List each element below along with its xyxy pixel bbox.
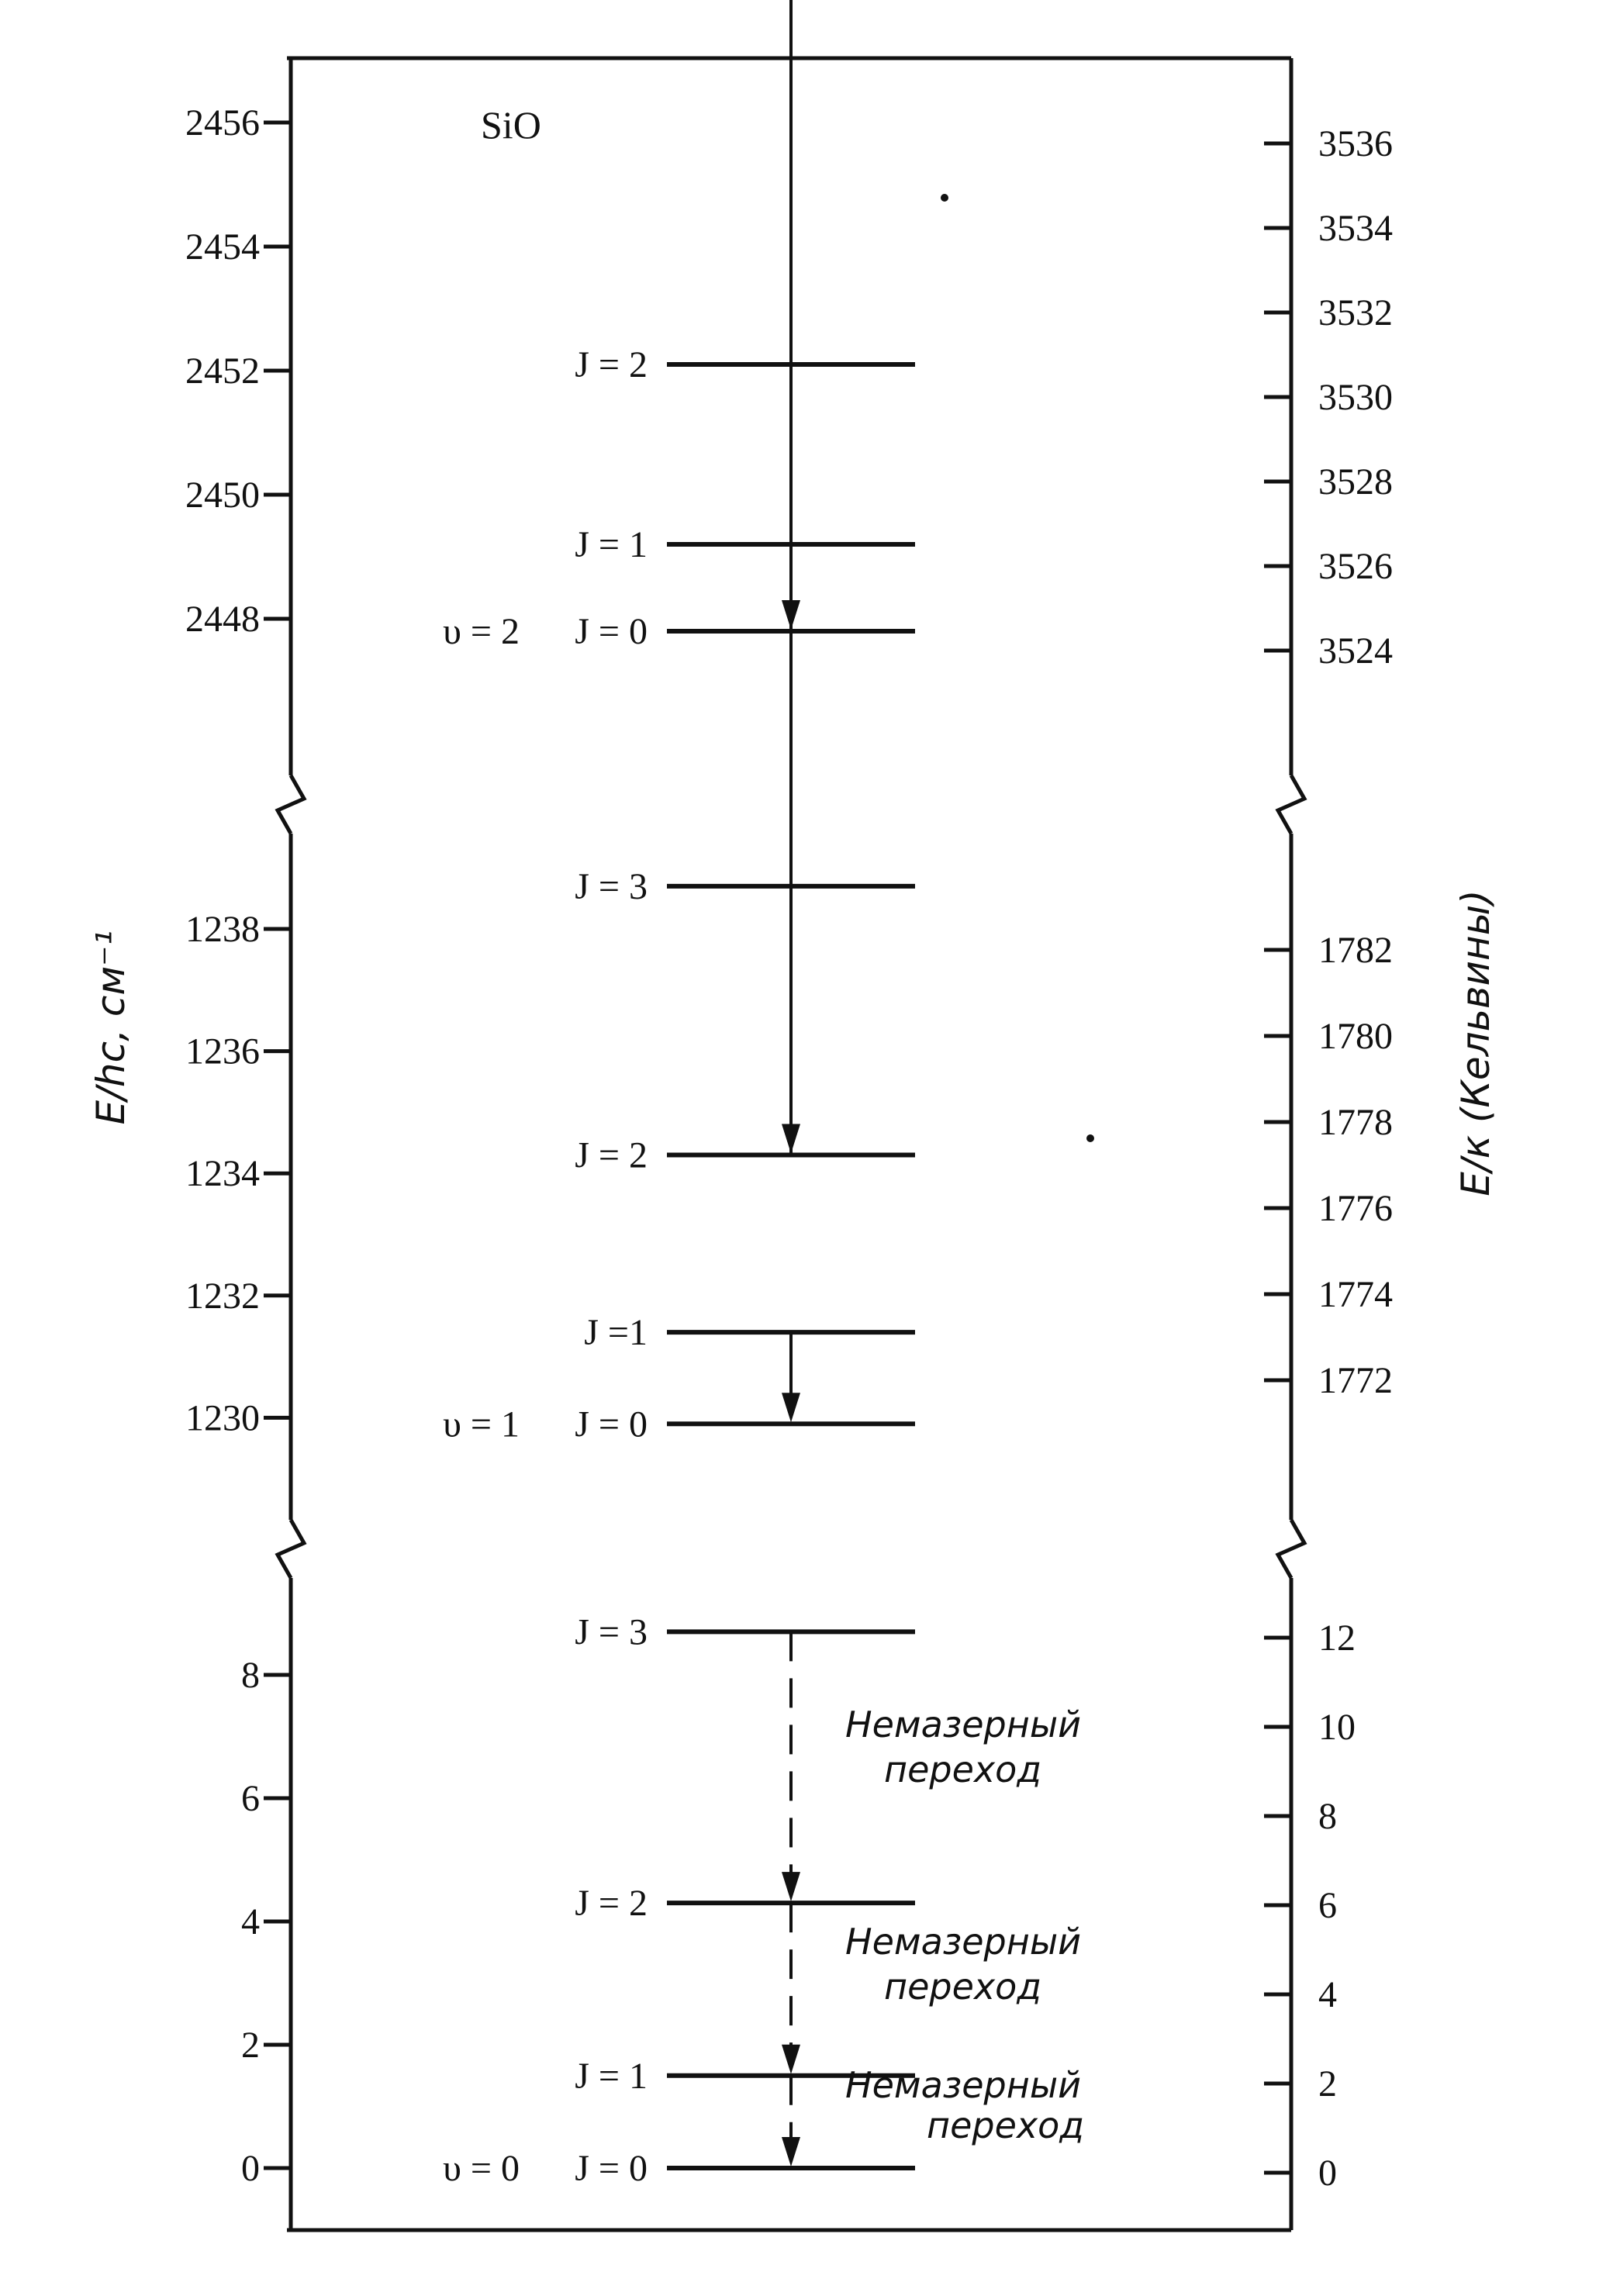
svg-text:переход: переход xyxy=(927,2104,1084,2146)
left-axis xyxy=(275,58,307,2230)
right-tick-label: 1774 xyxy=(1318,1274,1393,1315)
right-tick-label: 3534 xyxy=(1318,208,1393,249)
transition-arrow xyxy=(782,2075,800,2167)
molecule-label: SiO xyxy=(481,103,541,147)
left-tick-label: 2454 xyxy=(185,226,260,268)
right-tick-label: 1772 xyxy=(1318,1360,1393,1401)
right-tick-label: 1780 xyxy=(1318,1016,1393,1057)
energy-level-label: J = 0 xyxy=(575,2148,648,2189)
energy-level-label: J = 1 xyxy=(575,2056,648,2097)
left-tick-label: 2450 xyxy=(185,475,260,516)
right-tick-label: 6 xyxy=(1318,1885,1337,1926)
energy-level-label: J = 0 xyxy=(575,1403,648,1445)
right-tick-label: 3524 xyxy=(1318,630,1393,672)
note-non-maser-3: Немазерный переход xyxy=(845,2064,1084,2146)
energy-level-label: J = 1 xyxy=(575,524,648,565)
left-axis-title: E/hc, см⁻¹ xyxy=(88,930,133,1124)
note-non-maser-2: Немазерный переход xyxy=(845,1921,1081,2008)
right-tick-label: 10 xyxy=(1318,1707,1356,1748)
note-non-maser-1: Немазерный переход xyxy=(845,1704,1081,1790)
energy-level-label: J = 3 xyxy=(575,866,648,907)
vibrational-state-label: υ = 1 xyxy=(443,1403,520,1445)
right-tick-label: 2 xyxy=(1318,2063,1337,2104)
right-tick-label: 1782 xyxy=(1318,930,1393,971)
svg-text:переход: переход xyxy=(884,1749,1041,1790)
left-tick-label: 1236 xyxy=(185,1031,260,1072)
speck-dot xyxy=(1086,1134,1094,1142)
left-tick-label: 2452 xyxy=(185,350,260,392)
svg-text:Немазерный: Немазерный xyxy=(845,2064,1081,2106)
right-axis-title: E/к (Кельвины) xyxy=(1453,889,1498,1196)
svg-text:Немазерный: Немазерный xyxy=(845,1921,1081,1963)
right-tick-label: 8 xyxy=(1318,1796,1337,1837)
right-tick-label: 3530 xyxy=(1318,377,1393,418)
speck-dot xyxy=(941,194,948,202)
left-tick-label: 2448 xyxy=(185,599,260,640)
right-tick-label: 3526 xyxy=(1318,546,1393,587)
transition-arrow xyxy=(782,1631,800,1902)
left-tick-label: 1230 xyxy=(185,1397,260,1438)
left-tick-label: 1238 xyxy=(185,909,260,950)
energy-level-label: J = 2 xyxy=(575,1135,648,1176)
energy-levels: J = 2 J = 1 J = 0 υ = 2 J = 3 J = 2 J =1 J = 0 υ… xyxy=(443,344,915,2189)
left-tick-label: 1232 xyxy=(185,1276,260,1317)
right-tick-label: 3536 xyxy=(1318,123,1393,164)
energy-level-label: J = 3 xyxy=(575,1611,648,1652)
energy-level-label: J = 2 xyxy=(575,1883,648,1924)
energy-level-label: J =1 xyxy=(584,1312,648,1353)
left-tick-label: 0 xyxy=(241,2148,260,2189)
left-tick-label: 2456 xyxy=(185,102,260,143)
right-tick-label: 0 xyxy=(1318,2153,1337,2194)
energy-level-label: J = 0 xyxy=(575,611,648,652)
right-tick-label: 3532 xyxy=(1318,292,1393,333)
right-tick-label: 12 xyxy=(1318,1618,1356,1659)
right-tick-label: 3528 xyxy=(1318,461,1393,502)
right-tick-label: 1776 xyxy=(1318,1188,1393,1229)
energy-level-label: J = 2 xyxy=(575,344,648,385)
right-tick-label: 1778 xyxy=(1318,1102,1393,1143)
transition-arrow xyxy=(782,1332,800,1423)
transitions xyxy=(782,0,800,2167)
svg-text:переход: переход xyxy=(884,1966,1041,2008)
vibrational-state-label: υ = 2 xyxy=(443,611,520,652)
vibrational-state-label: υ = 0 xyxy=(443,2148,520,2189)
left-tick-label: 8 xyxy=(241,1655,260,1696)
transition-arrow xyxy=(782,1903,800,2074)
right-tick-label: 4 xyxy=(1318,1974,1337,2015)
left-tick-label: 2 xyxy=(241,2025,260,2066)
left-axis-ticks: 2456 2454 2452 2450 2448 1238 1236 1234 1232 1230… xyxy=(185,102,291,2189)
left-tick-label: 1234 xyxy=(185,1153,260,1194)
svg-text:Немазерный: Немазерный xyxy=(845,1704,1081,1745)
left-tick-label: 6 xyxy=(241,1778,260,1819)
left-tick-label: 4 xyxy=(241,1901,260,1942)
right-axis-ticks: 3536 3534 3532 3530 3528 3526 3524 1782 1780 1778… xyxy=(1264,123,1393,2194)
